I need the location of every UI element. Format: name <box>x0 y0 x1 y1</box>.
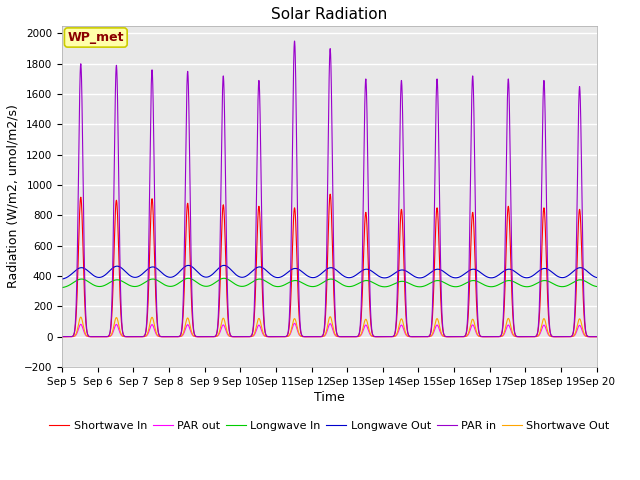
Line: Longwave In: Longwave In <box>62 278 632 288</box>
Shortwave Out <box>496 334 504 339</box>
Longwave Out <box>184 263 192 268</box>
Longwave Out <box>438 268 446 274</box>
PAR out <box>291 321 298 326</box>
Line: Longwave Out: Longwave Out <box>62 265 632 279</box>
Shortwave Out <box>438 332 446 338</box>
Shortwave Out <box>58 334 66 339</box>
PAR out <box>628 334 636 339</box>
Shortwave Out <box>628 334 636 339</box>
PAR in <box>479 334 487 339</box>
Shortwave Out <box>326 314 334 320</box>
PAR out <box>157 334 164 339</box>
Shortwave In <box>157 334 164 339</box>
Longwave In <box>157 279 164 285</box>
Longwave In <box>628 284 636 290</box>
Shortwave In <box>479 334 487 339</box>
Longwave In <box>505 278 513 284</box>
PAR out <box>496 334 504 339</box>
Longwave Out <box>496 271 504 277</box>
Longwave Out <box>58 276 66 282</box>
Shortwave In <box>628 334 636 339</box>
Longwave Out <box>479 272 487 277</box>
Text: WP_met: WP_met <box>68 31 124 44</box>
PAR in <box>291 38 298 44</box>
PAR in <box>628 334 636 339</box>
Line: PAR in: PAR in <box>62 41 632 336</box>
PAR in <box>157 334 164 339</box>
Shortwave Out <box>157 334 164 339</box>
Longwave Out <box>427 269 435 275</box>
Shortwave In <box>427 329 435 335</box>
Longwave Out <box>157 268 164 274</box>
Shortwave Out <box>479 334 487 339</box>
Line: Shortwave In: Shortwave In <box>62 194 632 336</box>
X-axis label: Time: Time <box>314 391 345 404</box>
PAR in <box>496 334 504 339</box>
PAR out <box>479 334 487 339</box>
Line: PAR out: PAR out <box>62 324 632 336</box>
PAR in <box>438 319 446 325</box>
Shortwave In <box>496 334 504 339</box>
PAR in <box>505 78 513 84</box>
Shortwave Out <box>427 333 435 339</box>
PAR out <box>427 333 435 339</box>
Longwave In <box>184 276 192 281</box>
PAR out <box>505 322 513 328</box>
Line: Shortwave Out: Shortwave Out <box>62 317 632 336</box>
Shortwave In <box>438 324 446 329</box>
Title: Solar Radiation: Solar Radiation <box>271 7 388 22</box>
Longwave In <box>438 279 446 285</box>
PAR in <box>427 328 435 334</box>
PAR in <box>58 334 66 339</box>
PAR out <box>438 333 446 338</box>
Longwave In <box>58 285 66 290</box>
Longwave In <box>427 280 435 286</box>
Legend: Shortwave In, PAR out, Longwave In, Longwave Out, PAR in, Shortwave Out: Shortwave In, PAR out, Longwave In, Long… <box>45 417 614 436</box>
Shortwave Out <box>505 316 513 322</box>
Shortwave In <box>58 334 66 339</box>
Longwave Out <box>628 276 636 281</box>
PAR out <box>58 334 66 339</box>
Longwave Out <box>505 266 513 272</box>
Shortwave In <box>505 204 513 210</box>
Longwave In <box>496 281 504 287</box>
Longwave In <box>479 282 487 288</box>
Y-axis label: Radiation (W/m2, umol/m2/s): Radiation (W/m2, umol/m2/s) <box>7 105 20 288</box>
Shortwave In <box>326 191 334 197</box>
